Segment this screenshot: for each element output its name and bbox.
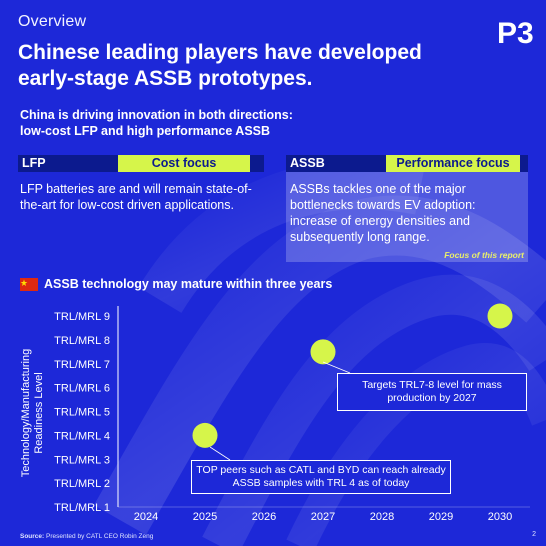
section-heading: ASSB technology may mature within three …	[44, 277, 333, 291]
lfp-label-bar: LFP	[18, 155, 118, 172]
y-tick-label: TRL/MRL 8	[54, 335, 110, 347]
x-tick-label: 2028	[370, 511, 394, 523]
y-tick-label: TRL/MRL 3	[54, 454, 110, 466]
page-number: 2	[532, 531, 536, 538]
callout-2027: Targets TRL7-8 level for mass production…	[337, 373, 527, 411]
data-point	[310, 339, 336, 365]
source-label: Source:	[20, 533, 45, 540]
y-axis-label-line2: Readiness Level	[33, 372, 45, 453]
assb-description: ASSBs tackles one of the major bottlenec…	[290, 182, 476, 244]
y-tick-label: TRL/MRL 2	[54, 478, 110, 490]
lfp-focus-badge: Cost focus	[118, 155, 250, 172]
source-note: Source: Presented by CATL CEO Robin Zeng	[20, 533, 153, 540]
x-tick-label: 2029	[429, 511, 453, 523]
lfp-label: LFP	[22, 156, 46, 170]
data-point	[487, 303, 513, 329]
y-tick-label: TRL/MRL 4	[54, 430, 110, 442]
p3-logo: P3	[497, 17, 533, 48]
source-text: Presented by CATL CEO Robin Zeng	[46, 533, 154, 540]
assb-focus-note: Focus of this report	[444, 250, 524, 260]
x-tick-label: 2030	[488, 511, 512, 523]
lfp-bar-end	[250, 155, 264, 172]
x-tick-label: 2027	[311, 511, 335, 523]
eyebrow-label: Overview	[18, 13, 87, 30]
intro-subtitle: China is driving innovation in both dire…	[20, 107, 293, 139]
y-axis-label-line1: Technology/Manufacturing	[20, 349, 32, 477]
assb-label-bar: ASSB	[286, 155, 386, 172]
connector-2027	[322, 361, 351, 374]
data-point	[192, 422, 218, 448]
assb-label: ASSB	[290, 156, 325, 170]
callout-2025: TOP peers such as CATL and BYD can reach…	[191, 460, 451, 494]
x-tick-label: 2024	[134, 511, 158, 523]
trl-chart: TRL/MRL 1 TRL/MRL 2 TRL/MRL 3 TRL/MRL 4 TRL/…	[20, 303, 530, 523]
y-tick-label: TRL/MRL 5	[54, 407, 110, 419]
assb-focus-badge: Performance focus	[386, 155, 520, 172]
china-flag-icon	[20, 278, 38, 291]
intro-subtitle-line2: low-cost LFP and high performance ASSB	[20, 124, 271, 138]
y-tick-label: TRL/MRL 9	[54, 311, 110, 323]
connector-2025	[209, 446, 231, 461]
svg-text:P3: P3	[497, 17, 533, 48]
y-tick-label: TRL/MRL 1	[54, 502, 110, 514]
x-tick-label: 2025	[193, 511, 217, 523]
intro-subtitle-line1: China is driving innovation in both dire…	[20, 108, 293, 122]
assb-panel	[286, 172, 528, 262]
lfp-description: LFP batteries are and will remain state-…	[20, 182, 252, 212]
x-tick-label: 2026	[252, 511, 276, 523]
y-tick-label: TRL/MRL 6	[54, 383, 110, 395]
assb-bar-end	[520, 155, 528, 172]
page-title: Chinese leading players have developed e…	[18, 41, 422, 90]
y-tick-label: TRL/MRL 7	[54, 359, 110, 371]
